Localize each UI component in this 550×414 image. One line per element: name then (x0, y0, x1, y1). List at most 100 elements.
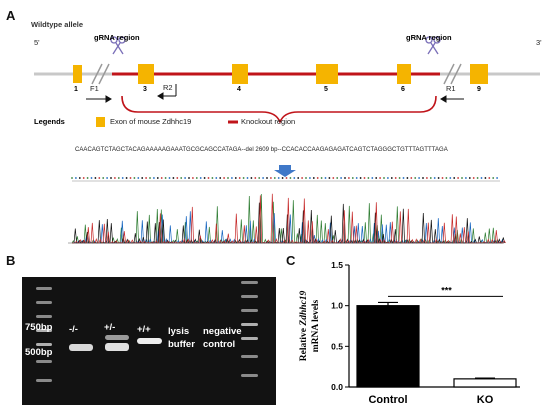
break-mark-right (443, 63, 462, 85)
base-call-dot (133, 177, 136, 179)
base-call-dot (402, 177, 405, 179)
panel-b-letter: B (6, 253, 16, 268)
y-tick-label: 0.0 (331, 382, 343, 392)
base-call-dot (137, 177, 140, 179)
primer-f1-arrow (86, 95, 112, 103)
chromatogram (68, 177, 506, 244)
base-call-dot (433, 177, 436, 179)
base-call-dot (199, 177, 202, 179)
base-call-dot (437, 177, 440, 179)
base-call-dot (328, 177, 331, 179)
base-call-dot (231, 177, 233, 179)
base-call-dot (90, 177, 93, 179)
down-arrow-icon (274, 165, 296, 177)
ladder-band (241, 355, 258, 358)
base-call-dot (71, 177, 73, 179)
exon-9-box (470, 64, 488, 84)
base-call-dot (94, 177, 97, 179)
base-call-dot (305, 177, 307, 179)
base-call-dot (351, 177, 354, 179)
base-call-dot (141, 177, 144, 179)
band-ko (69, 344, 93, 351)
base-call-dot (254, 177, 257, 179)
base-call-dot (168, 177, 171, 179)
base-call-dot (78, 177, 81, 179)
base-call-dot (484, 177, 487, 179)
base-call-dot (238, 177, 241, 179)
ladder-band (36, 287, 52, 290)
band-het-upper (105, 335, 129, 340)
base-call-dot (82, 177, 85, 179)
marker-750bp-label: 750bp (25, 322, 53, 333)
panel-a-letter: A (6, 8, 16, 23)
exon-4-label: 4 (237, 86, 241, 93)
base-call-dot (211, 177, 214, 179)
base-call-dot (75, 177, 77, 179)
base-call-dot (461, 177, 463, 179)
base-call-dot (203, 177, 206, 179)
base-call-dot (363, 177, 366, 179)
bar-chart: 0.0 0.5 1.0 1.5 Relative Zdhhc19 mRNA levels C… (299, 260, 520, 406)
base-call-dot (293, 177, 296, 179)
significance-stars: *** (441, 285, 452, 295)
exon-9-label: 9 (477, 86, 481, 93)
base-call-dot (285, 177, 288, 179)
base-call-dot (390, 177, 393, 179)
x-tick-label-ko: KO (477, 394, 494, 406)
base-call-dot (250, 177, 253, 179)
wildtype-allele-label: Wildtype allele (31, 20, 84, 29)
base-call-dot (367, 177, 370, 179)
base-call-dot (266, 177, 268, 179)
base-call-dot (195, 177, 198, 179)
base-call-dot (355, 177, 358, 179)
base-call-dot (262, 177, 264, 179)
base-call-dot (98, 177, 101, 179)
base-call-dot (429, 177, 432, 179)
base-call-dot (406, 177, 409, 179)
base-call-dot (472, 177, 475, 179)
base-call-dot (289, 177, 292, 179)
legend-knockout-text: Knockout region (241, 117, 296, 126)
lane-ko-label: -/- (69, 324, 78, 335)
x-tick-label-control: Control (368, 394, 407, 406)
agarose-gel (22, 277, 276, 405)
base-call-dot (160, 177, 163, 179)
exon-6-box (397, 64, 411, 84)
lane-wt-label: +/+ (137, 324, 151, 335)
base-call-dot (387, 177, 389, 179)
ladder-band (36, 360, 52, 363)
base-call-dot (418, 177, 420, 179)
ladder-band (36, 301, 52, 304)
ladder-band (241, 309, 258, 312)
base-call-dot (324, 177, 327, 179)
scissors-left-icon (110, 36, 126, 55)
knockout-brace (121, 95, 437, 125)
legend-title: Legends (34, 117, 65, 126)
base-call-dot (422, 177, 424, 179)
base-call-dot (359, 177, 362, 179)
base-call-dot (468, 177, 471, 179)
base-call-dot (227, 177, 229, 179)
panel-c-letter: C (286, 253, 296, 268)
base-call-dot (383, 177, 385, 179)
base-call-dot (449, 177, 452, 179)
y-axis-label: Relative Zdhhc19 (299, 291, 309, 362)
base-call-dot (332, 177, 335, 179)
band-het-lower (105, 343, 129, 351)
base-call-dot (234, 177, 237, 179)
break-mark-left (91, 63, 110, 85)
base-call-dot (309, 177, 311, 179)
base-call-dot (488, 177, 491, 179)
base-call-dot (445, 177, 448, 179)
base-call-dot (121, 177, 124, 179)
base-call-dot (114, 177, 116, 179)
y-tick-label: 0.5 (331, 341, 343, 351)
exon-3-label: 3 (143, 86, 147, 93)
grna-region-right-label: gRNA region (406, 33, 452, 42)
scissors-right-icon (425, 36, 441, 55)
base-call-dot (219, 177, 222, 179)
ladder-band (241, 323, 258, 326)
base-call-dot (172, 177, 175, 179)
exon-5-box (316, 64, 338, 84)
base-call-dot (316, 177, 319, 179)
